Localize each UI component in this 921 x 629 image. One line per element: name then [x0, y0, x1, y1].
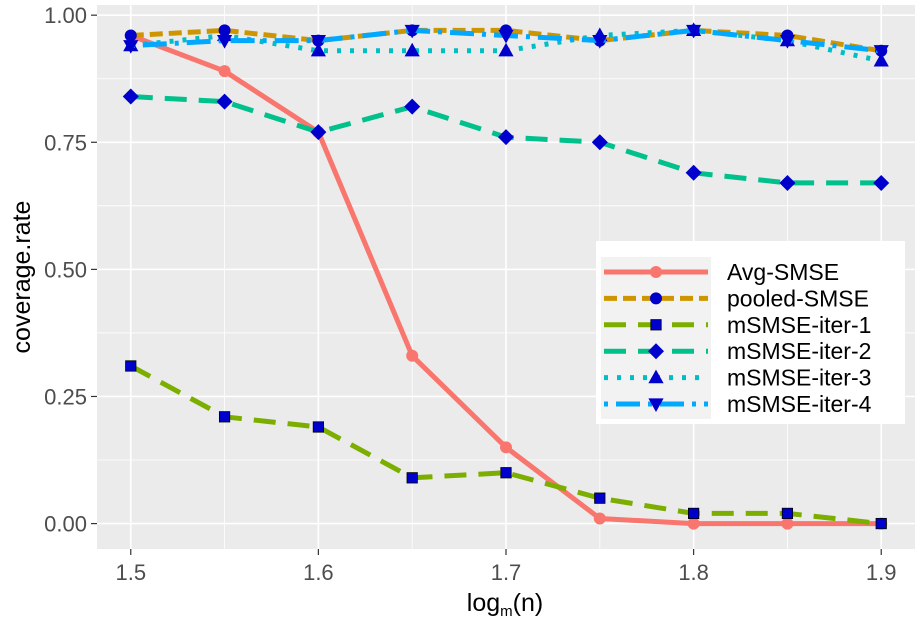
data-point-msmse-iter-1 — [406, 472, 418, 484]
data-point-msmse-iter-4 — [873, 45, 889, 59]
x-tick-label: 1.5 — [115, 560, 146, 585]
y-tick-label: 0.00 — [44, 512, 87, 537]
data-point-avg-smse — [500, 441, 512, 454]
legend-key-marker — [650, 292, 662, 305]
data-point-msmse-iter-1 — [688, 507, 700, 520]
legend-key-area — [601, 257, 711, 419]
data-point-msmse-iter-1 — [781, 507, 794, 520]
data-point-msmse-iter-3 — [873, 52, 889, 67]
x-tick-label: 1.6 — [303, 560, 334, 585]
legend-key-marker — [650, 266, 662, 278]
data-point-avg-smse — [218, 65, 231, 78]
data-point-msmse-iter-4 — [592, 34, 608, 49]
data-point-avg-smse — [781, 517, 794, 530]
data-point-msmse-iter-4 — [686, 24, 702, 39]
data-point-msmse-iter-3 — [498, 42, 514, 57]
data-point-msmse-iter-1 — [218, 411, 231, 423]
y-tick-label: 0.25 — [44, 384, 87, 409]
data-point-msmse-iter-1 — [594, 492, 606, 504]
data-point-msmse-iter-2 — [498, 129, 514, 146]
legend-key-marker — [648, 398, 664, 412]
legend-label: mSMSE-iter-1 — [727, 312, 871, 338]
data-point-msmse-iter-1 — [875, 517, 887, 530]
data-point-msmse-iter-1 — [125, 360, 137, 372]
series-line-msmse-iter-1 — [129, 363, 882, 527]
data-point-msmse-iter-4 — [498, 29, 514, 44]
legend-label: pooled-SMSE — [727, 285, 869, 311]
series-msmse-iter-4 — [123, 24, 889, 59]
data-point-msmse-iter-4 — [779, 34, 796, 49]
series-layer — [122, 22, 890, 530]
x-axis-title-main: log — [467, 589, 500, 617]
data-point-pooled-smse — [124, 29, 137, 42]
legend-item-msmse-iter-3: mSMSE-iter-3 — [604, 365, 871, 391]
legend: Avg-SMSEpooled-SMSEmSMSE-iter-1mSMSE-ite… — [596, 241, 905, 424]
x-tick-label: 1.9 — [866, 560, 897, 585]
y-tick-label: 0.75 — [44, 130, 87, 155]
y-axis-title: coverage.rate — [8, 201, 36, 354]
series-msmse-iter-1 — [125, 360, 887, 530]
legend-key-marker — [648, 343, 664, 360]
data-point-avg-smse — [406, 349, 419, 362]
data-point-msmse-iter-4 — [216, 34, 233, 49]
data-point-msmse-iter-4 — [404, 24, 420, 39]
x-axis-title-suffix: (n) — [513, 589, 544, 617]
legend-item-avg-smse: Avg-SMSE — [604, 259, 839, 285]
legend-item-pooled-smse: pooled-SMSE — [604, 285, 869, 311]
data-point-msmse-iter-2 — [591, 134, 608, 151]
data-point-msmse-iter-2 — [310, 124, 327, 141]
y-tick-label: 0.50 — [44, 257, 87, 282]
data-point-msmse-iter-2 — [779, 174, 796, 191]
legend-key-marker — [650, 319, 662, 331]
data-point-msmse-iter-3 — [404, 42, 420, 57]
data-point-msmse-iter-2 — [404, 98, 421, 115]
data-point-msmse-iter-1 — [312, 421, 324, 433]
legend-label: mSMSE-iter-2 — [727, 338, 871, 364]
data-point-msmse-iter-2 — [216, 93, 233, 110]
data-point-msmse-iter-2 — [873, 174, 890, 191]
data-point-msmse-iter-3 — [310, 42, 326, 57]
legend-label: mSMSE-iter-4 — [727, 391, 872, 417]
legend-item-msmse-iter-2: mSMSE-iter-2 — [604, 338, 871, 364]
x-axis-title: logm(n) — [467, 589, 543, 620]
legend-item-msmse-iter-1: mSMSE-iter-1 — [604, 312, 871, 338]
data-point-msmse-iter-4 — [123, 40, 139, 54]
axis-ticks: 0.00 0.25 0.50 0.75 1.00 1.5 1.6 1.7 1.8 1.9 — [44, 3, 896, 585]
series-line-pooled-smse — [130, 27, 882, 54]
y-tick-label: 1.00 — [44, 3, 87, 28]
x-tick-label: 1.8 — [678, 560, 709, 585]
x-tick-label: 1.7 — [491, 560, 522, 585]
legend-label: mSMSE-iter-3 — [727, 365, 871, 391]
data-point-avg-smse — [593, 512, 606, 525]
legend-key-marker — [648, 369, 664, 384]
data-point-msmse-iter-1 — [500, 467, 512, 479]
legend-item-msmse-iter-4: mSMSE-iter-4 — [604, 391, 872, 417]
data-point-msmse-iter-4 — [310, 34, 326, 49]
x-axis-title-subscript: m — [500, 603, 513, 620]
legend-label: Avg-SMSE — [727, 259, 839, 285]
data-point-avg-smse — [687, 517, 700, 530]
data-point-msmse-iter-2 — [685, 164, 702, 181]
series-msmse-iter-2 — [122, 88, 890, 191]
data-point-msmse-iter-2 — [122, 88, 139, 105]
